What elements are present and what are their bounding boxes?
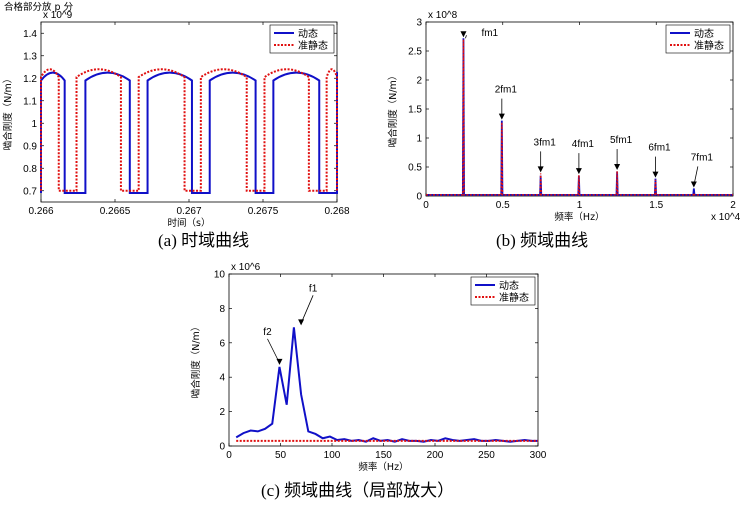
panel-c-legend: 动态 准静态 <box>470 276 536 306</box>
annotation-arrowhead <box>690 181 697 188</box>
panel-c-exponent-label: x 10^6 <box>231 262 261 273</box>
x-tick-label: 200 <box>427 450 444 461</box>
y-tick-label: 1.5 <box>408 105 422 116</box>
panel-b-y-axis-label: 啮合刚度（N/m） <box>387 71 399 148</box>
x-tick-label: 100 <box>324 450 341 461</box>
panel-c-y-axis-label: 啮合刚度（N/m） <box>190 322 202 399</box>
panel-a-x-axis-label: 时间（s） <box>168 217 211 229</box>
y-tick-label: 2.5 <box>408 47 422 58</box>
y-tick-label: 0.8 <box>23 164 37 175</box>
series-quasi-static-line <box>426 39 733 196</box>
x-tick-label: 0 <box>423 200 429 211</box>
panel-a-legend: 动态 准静态 <box>269 24 335 54</box>
y-tick-label: 10 <box>214 270 226 281</box>
y-tick-label: 4 <box>219 373 225 384</box>
x-tick-label: 0.2675 <box>248 206 279 217</box>
x-tick-label: 1.5 <box>649 200 663 211</box>
y-tick-label: 0.9 <box>23 141 37 152</box>
panel-a-exponent-label: x 10^9 <box>43 10 73 21</box>
panel-b-exponent-label: x 10^8 <box>428 10 458 21</box>
x-tick-label: 50 <box>275 450 287 461</box>
x-tick-label: 1 <box>577 200 583 211</box>
panel-b-caption: (b) 频域曲线 <box>496 231 588 250</box>
x-tick-label: 0 <box>226 450 232 461</box>
panel-a-time-domain: 0.7 0.8 0.9 1 1.1 1.2 1.3 1.4 0.266 0.2665 0.267 0.… <box>2 10 350 250</box>
panel-c-x-axis-label: 频率（Hz） <box>358 461 408 473</box>
y-tick-label: 1.1 <box>23 96 37 107</box>
series-quasi-static-line <box>40 68 338 192</box>
y-tick-label: 1.2 <box>23 74 37 85</box>
annotation-arrowhead <box>460 31 467 38</box>
series-dynamic-line <box>40 71 339 194</box>
page-top-text: 合格部分放 p 分 <box>4 1 74 13</box>
annotation-arrowhead <box>575 168 582 175</box>
x-tick-label: 2 <box>730 200 736 211</box>
x-tick-label: 250 <box>478 450 495 461</box>
x-tick-label: 0.266 <box>28 206 53 217</box>
panel-c-legend-dynamic: 动态 <box>499 279 519 292</box>
annotation-arrow <box>300 295 314 324</box>
x-tick-label: 0.5 <box>496 200 510 211</box>
panel-a-legend-quasi-static: 准静态 <box>298 39 328 52</box>
y-tick-label: 1.4 <box>23 29 37 40</box>
panel-a-caption: (a) 时域曲线 <box>158 231 249 250</box>
panel-b-x-axis-label: 频率（Hz） <box>554 211 604 223</box>
panel-a-legend-box <box>269 24 335 54</box>
panel-b-legend-quasi-static: 准静态 <box>694 39 724 52</box>
x-tick-label: 0.267 <box>176 206 201 217</box>
annotation-label: 2fm1 <box>495 85 518 96</box>
annotation-label: 4fm1 <box>572 139 595 150</box>
annotation-label: 7fm1 <box>691 152 714 163</box>
annotation-label: 5fm1 <box>610 135 633 146</box>
annotation-arrowhead <box>298 319 305 326</box>
annotation-arrowhead <box>537 166 544 173</box>
annotation-label: f2 <box>263 327 272 338</box>
y-tick-label: 1 <box>31 119 37 130</box>
annotation-arrowhead <box>614 164 621 171</box>
y-tick-label: 8 <box>219 304 225 315</box>
annotation-arrowhead <box>498 113 505 120</box>
annotation-label: 3fm1 <box>534 137 557 148</box>
x-tick-label: 300 <box>530 450 547 461</box>
panel-c-legend-quasi-static: 准静态 <box>499 291 529 304</box>
y-tick-label: 6 <box>219 338 225 349</box>
annotation-label: f1 <box>309 283 318 294</box>
y-tick-label: 1.3 <box>23 51 37 62</box>
panel-a-legend-dynamic: 动态 <box>298 27 318 40</box>
y-tick-label: 0 <box>416 192 422 203</box>
panel-b-legend-box <box>665 24 731 54</box>
annotation-label: 6fm1 <box>648 143 671 154</box>
panel-b-x-exponent-label: x 10^4 <box>711 212 741 223</box>
y-tick-label: 0.5 <box>408 163 422 174</box>
y-tick-label: 2 <box>416 76 422 87</box>
annotation-arrowhead <box>276 358 283 365</box>
panel-a-y-axis-label: 啮合刚度（N/m） <box>2 74 14 151</box>
y-tick-label: 2 <box>219 407 225 418</box>
x-tick-label: 150 <box>375 450 392 461</box>
panel-b-legend: 动态 准静态 <box>665 24 731 54</box>
panel-b-legend-dynamic: 动态 <box>694 27 714 40</box>
panel-c-caption: (c) 频域曲线（局部放大） <box>261 481 454 500</box>
annotation-arrowhead <box>652 171 659 178</box>
y-tick-label: 3 <box>416 18 422 29</box>
y-tick-label: 1 <box>416 134 422 145</box>
annotation-label: fm1 <box>481 28 498 39</box>
x-tick-label: 0.2665 <box>100 206 131 217</box>
y-tick-label: 0 <box>219 442 225 453</box>
y-tick-label: 0.7 <box>23 186 37 197</box>
x-tick-label: 0.268 <box>324 206 349 217</box>
annotation-arrow <box>465 35 467 39</box>
panel-c-legend-box <box>470 276 536 306</box>
